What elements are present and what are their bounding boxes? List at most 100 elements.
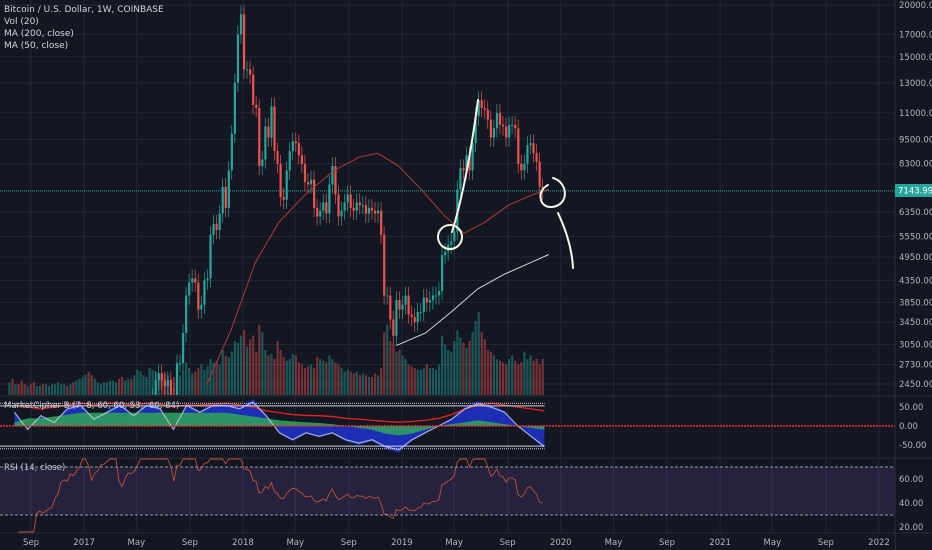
volume-bar — [255, 351, 258, 395]
time-tick: Sep — [182, 538, 198, 548]
candle — [416, 312, 419, 323]
legend-ma50[interactable]: MA (50, close) — [4, 41, 69, 51]
price-tick: 3450.00 — [899, 318, 932, 328]
volume-bar — [182, 371, 185, 395]
drawing-circle-breakout[interactable] — [437, 224, 463, 250]
time-tick: May — [128, 538, 146, 548]
legend-ma200[interactable]: MA (200, close) — [4, 29, 74, 39]
candle — [431, 295, 435, 301]
wave-line — [13, 401, 545, 451]
volume-bar — [127, 378, 130, 395]
volume-bar — [81, 377, 84, 395]
volume-bar — [148, 368, 151, 395]
candle — [450, 241, 453, 245]
candle — [306, 182, 310, 185]
candle — [422, 297, 425, 313]
candle — [212, 223, 215, 235]
candle — [297, 143, 301, 156]
volume-bar — [431, 368, 435, 395]
volume-bar — [508, 359, 511, 395]
volume-bar — [465, 348, 468, 395]
volume-bar — [294, 355, 297, 395]
candle — [291, 141, 294, 152]
volume-bar — [188, 368, 191, 395]
volume-bar — [102, 382, 105, 395]
volume-bar — [270, 353, 273, 395]
volume-bar — [523, 351, 526, 395]
legend-marketcipher[interactable]: MarketCipher B (7, 8, 60, 60, 53, -60, 8… — [4, 401, 180, 411]
volume-bar — [328, 355, 331, 395]
candle — [285, 170, 288, 200]
candle — [520, 163, 523, 171]
candle — [188, 282, 191, 296]
time-tick: 2022 — [868, 538, 890, 548]
legend-volume[interactable]: Vol (20) — [4, 17, 39, 27]
volume-bar — [483, 339, 486, 395]
candle — [395, 300, 398, 336]
candle — [517, 128, 520, 164]
volume-bar — [383, 332, 386, 395]
candle — [468, 155, 471, 171]
volume-bar — [212, 362, 215, 395]
candle — [425, 297, 428, 303]
volume-bar — [514, 360, 517, 395]
volume-bar — [87, 371, 90, 395]
candle — [523, 163, 526, 171]
candle — [346, 194, 349, 203]
volume-bar — [444, 344, 447, 395]
price-tick: 4350.00 — [899, 276, 932, 286]
volume-bar — [462, 342, 465, 395]
candle — [398, 300, 401, 310]
volume-bar — [69, 384, 72, 395]
volume-bar — [57, 382, 60, 395]
drawing-projection-tail[interactable] — [557, 212, 574, 269]
volume-bar — [118, 378, 121, 395]
price-tick: 20000.00 — [899, 1, 932, 11]
drawings[interactable] — [437, 99, 574, 269]
candle — [364, 205, 368, 214]
candle — [224, 186, 227, 208]
legend-rsi[interactable]: RSI (14, close) — [4, 463, 66, 473]
drawing-uptrend-arc[interactable] — [451, 99, 479, 233]
volume-bar — [261, 332, 264, 395]
volume-bar — [532, 360, 535, 395]
volume-bar — [121, 377, 124, 395]
volume-bar — [404, 359, 407, 395]
volume-bar — [215, 360, 218, 395]
price-tick: 9500.00 — [899, 135, 932, 145]
volume-bar — [428, 368, 432, 395]
candle — [236, 34, 240, 83]
candle — [157, 373, 160, 381]
time-tick: May — [605, 538, 623, 548]
volume-bar — [264, 350, 267, 395]
ma50-line — [206, 152, 549, 385]
volume-bar — [501, 362, 505, 395]
time-tick: Sep — [659, 538, 675, 548]
candle — [191, 278, 194, 283]
symbol-title[interactable]: Bitcoin / U.S. Dollar, 1W, COINBASE — [4, 5, 164, 15]
marketcipher-pane — [0, 399, 895, 453]
volume-bar — [133, 375, 136, 395]
drawing-circle-current[interactable] — [539, 177, 566, 209]
candle — [255, 104, 258, 109]
time-tick: May — [445, 538, 463, 548]
volume-bar — [114, 382, 118, 395]
candle — [453, 231, 456, 242]
candle — [261, 159, 264, 166]
time-tick: 2021 — [709, 538, 731, 548]
volume-bar — [392, 344, 395, 395]
volume-bar — [203, 369, 206, 395]
volume-bar — [517, 364, 520, 395]
volume-bar — [191, 373, 194, 395]
volume-bar — [38, 386, 41, 395]
volume-bar — [285, 360, 288, 395]
volume-bar — [66, 386, 69, 395]
candle — [337, 194, 340, 217]
volume-bar — [495, 359, 499, 395]
candle — [309, 179, 313, 185]
time-tick: 2020 — [550, 538, 572, 548]
candle — [166, 380, 169, 387]
candle — [389, 295, 392, 320]
volume-bar — [44, 384, 48, 395]
